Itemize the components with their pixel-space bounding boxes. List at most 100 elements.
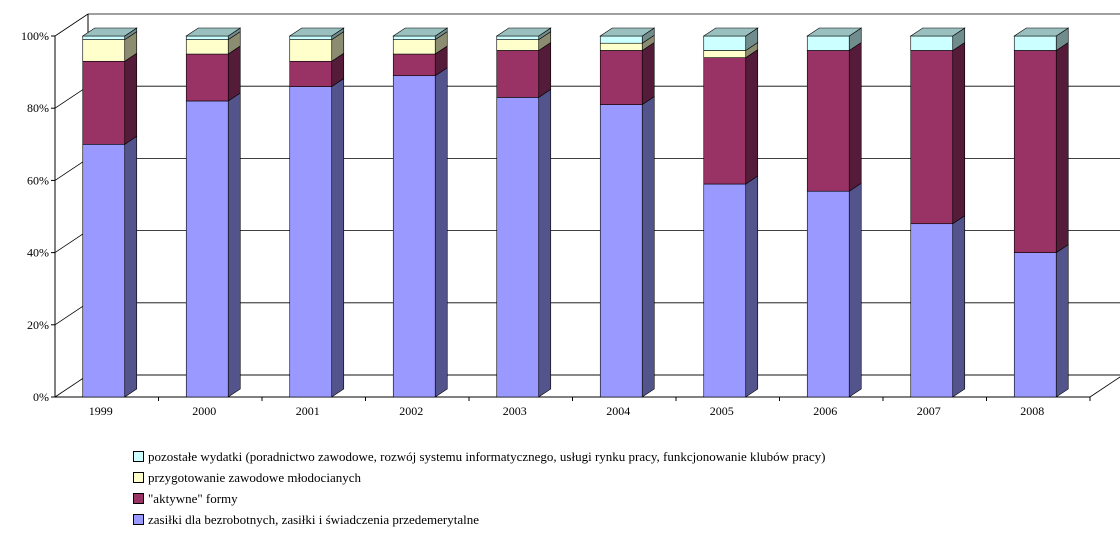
bar-segment-front <box>496 50 540 98</box>
bar-segment-front <box>703 50 747 58</box>
bar-segment-front <box>599 35 643 44</box>
gridline-side <box>54 13 89 37</box>
y-tick-label: 20% <box>27 318 49 332</box>
bar-segment-front <box>392 75 436 398</box>
bar-segment-front <box>496 35 540 40</box>
bar-segment <box>910 215 966 398</box>
legend-item: "aktywne" formy <box>133 488 826 509</box>
x-tick-label: 2005 <box>710 404 734 418</box>
legend-swatch <box>133 514 144 525</box>
legend-label: przygotowanie zawodowe młodocianych <box>148 469 361 485</box>
stacked-bar-chart: 0% 20% 40% 60% 80% 100% 1999 2000 2001 2002 2003 20… <box>21 13 1120 418</box>
bar-segment <box>910 41 966 225</box>
bar-segment-side <box>227 45 241 102</box>
bar-segment <box>806 27 862 52</box>
legend-label: zasiłki dla bezrobotnych, zasiłki i świa… <box>148 511 479 527</box>
legend-item: pozostałe wydatki (poradnictwo zawodowe,… <box>133 446 826 467</box>
bar-segment-side <box>848 41 862 192</box>
bar-segment <box>392 67 448 398</box>
bar-segment-front <box>289 86 333 398</box>
bar-segment-front <box>703 35 747 51</box>
bar-top-face <box>1013 27 1070 37</box>
bar-segment-front <box>496 39 540 51</box>
y-tick-label: 40% <box>27 246 49 260</box>
floor-right-edge <box>1089 376 1120 398</box>
bar-segment-side <box>952 41 966 225</box>
legend-swatch <box>133 493 144 504</box>
bar-segment-front <box>910 50 954 225</box>
bar-top-face <box>806 27 863 37</box>
bar-segment-side <box>745 49 759 185</box>
bar-segment-front <box>82 144 126 398</box>
bar-segment-front <box>392 39 436 55</box>
bar-segment <box>1013 244 1069 398</box>
y-tick-label: 0% <box>33 390 49 404</box>
bar-segment-side <box>434 67 448 398</box>
legend: pozostałe wydatki (poradnictwo zawodowe,… <box>133 446 826 530</box>
bar-segment <box>1013 27 1069 52</box>
bar-segment-side <box>124 135 138 398</box>
bar-segment-side <box>641 96 655 398</box>
bar-segment <box>1013 41 1069 254</box>
legend-item: zasiłki dla bezrobotnych, zasiłki i świa… <box>133 509 826 530</box>
bar-segment <box>806 41 862 192</box>
x-tick-label: 2002 <box>399 404 423 418</box>
bar-top-face <box>81 27 138 37</box>
bar-segment <box>806 182 862 398</box>
x-tick-label: 2001 <box>296 404 320 418</box>
bar-segment <box>599 41 655 106</box>
legend-swatch <box>133 472 144 483</box>
bar-segment-side <box>952 215 966 398</box>
legend-label: "aktywne" formy <box>148 490 238 506</box>
x-tick-label: 2008 <box>1020 404 1044 418</box>
legend-swatch <box>133 451 144 462</box>
bar-segment-front <box>703 57 747 185</box>
bar-segment-side <box>745 175 759 398</box>
y-tick-label: 60% <box>27 173 49 187</box>
bar-top-face <box>288 27 345 37</box>
bar-segment-front <box>910 223 954 398</box>
bar-segment <box>703 175 759 398</box>
bar-segment-side <box>227 92 241 398</box>
bar-segment-side <box>848 182 862 398</box>
x-tick-label: 2006 <box>813 404 837 418</box>
bar-segment <box>289 31 345 62</box>
bar-segment-front <box>185 39 229 55</box>
bar-top-face <box>392 27 449 37</box>
bar-segment-side <box>538 88 552 398</box>
bar-top-face <box>599 27 656 37</box>
y-tick-label: 100% <box>21 29 49 43</box>
y-tick-label: 80% <box>27 101 49 115</box>
bar-segment-front <box>599 50 643 105</box>
bar-segment-front <box>599 42 643 51</box>
bar-segment-front <box>392 35 436 40</box>
legend-label: pozostałe wydatki (poradnictwo zawodowe,… <box>148 448 826 464</box>
bar-segment-front <box>185 35 229 40</box>
x-tick-label: 2003 <box>503 404 527 418</box>
bar-segment-front <box>82 60 126 145</box>
bar-top-face <box>185 27 242 37</box>
bar-segment <box>185 45 241 102</box>
bar-segment <box>703 49 759 185</box>
bar-segment <box>392 45 448 77</box>
bar-segment-side <box>331 77 345 398</box>
bar-segment-front <box>599 104 643 398</box>
bar-segment-front <box>806 50 850 192</box>
bar-segment-side <box>1055 244 1069 398</box>
bar-segment <box>289 77 345 398</box>
bar-segment-front <box>910 35 954 51</box>
bar-segment-front <box>289 35 333 40</box>
bar-segment-front <box>289 39 333 62</box>
bar-segment <box>496 88 552 398</box>
bar-top-face <box>702 27 759 37</box>
x-tick-label: 2000 <box>192 404 216 418</box>
bar-segment-front <box>185 53 229 102</box>
bar-segment-front <box>82 35 126 40</box>
bar-segment <box>82 135 138 398</box>
bar-segment-side <box>641 41 655 106</box>
x-tick-label: 1999 <box>89 404 113 418</box>
x-tick-label: 2007 <box>917 404 941 418</box>
bar-top-face <box>909 27 966 37</box>
bar-segment-front <box>1013 35 1057 51</box>
bar-segment <box>599 96 655 398</box>
